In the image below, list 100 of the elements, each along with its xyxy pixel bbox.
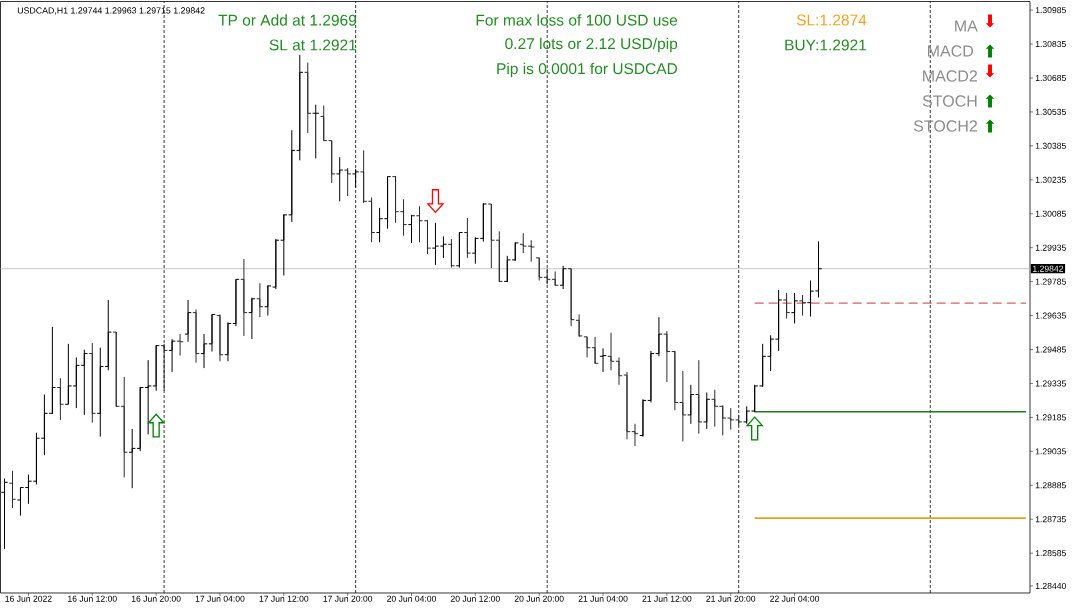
candlestick bbox=[104, 299, 112, 371]
candlestick bbox=[304, 62, 312, 134]
ref-line-label: 1.29842 bbox=[1033, 265, 1064, 272]
candlestick bbox=[447, 238, 456, 269]
candlestick bbox=[224, 321, 232, 362]
candlestick bbox=[599, 347, 607, 373]
y-tick-label: 1.30385 bbox=[1035, 142, 1066, 149]
annotation: ⬆ bbox=[985, 44, 995, 58]
candlestick bbox=[343, 167, 352, 197]
annotation: ⬇ bbox=[985, 14, 995, 28]
annotation: ⬇ bbox=[985, 64, 995, 78]
x-tick-label: 21 Jun 04:00 bbox=[578, 595, 628, 602]
x-tick-label: 20 Jun 12:00 bbox=[450, 595, 500, 602]
annotation: SL:1.2874 bbox=[796, 14, 867, 26]
annotation: For max loss of 100 USD use bbox=[476, 14, 678, 26]
candlestick bbox=[312, 104, 320, 159]
annotation: STOCH2 bbox=[913, 120, 977, 132]
candlestick bbox=[511, 241, 519, 262]
candlestick bbox=[192, 308, 200, 364]
candlestick bbox=[328, 140, 336, 184]
candlestick bbox=[272, 238, 280, 290]
candlestick bbox=[782, 292, 791, 320]
candlestick bbox=[296, 54, 304, 161]
y-tick-label: 1.28440 bbox=[1035, 582, 1066, 590]
x-tick-label: 20 Jun 20:00 bbox=[514, 595, 564, 602]
candlestick bbox=[407, 214, 416, 244]
candlestick bbox=[144, 359, 152, 435]
annotation: ⬆ bbox=[985, 119, 995, 133]
y-tick-label: 1.30235 bbox=[1035, 176, 1066, 183]
y-tick-label: 1.30985 bbox=[1035, 7, 1066, 14]
candlestick bbox=[128, 428, 136, 489]
annotation: ⬆ bbox=[985, 94, 995, 108]
x-tick-label: 17 Jun 04:00 bbox=[195, 595, 245, 602]
x-tick-label: 16 Jun 2022 bbox=[5, 595, 52, 602]
point bbox=[147, 413, 165, 438]
candlestick bbox=[232, 278, 240, 327]
candlestick bbox=[280, 213, 288, 277]
candlestick bbox=[519, 232, 527, 254]
candlestick bbox=[655, 316, 663, 357]
annotation: MACD bbox=[928, 45, 974, 57]
y-tick-label: 1.29035 bbox=[1035, 448, 1066, 455]
candlestick bbox=[790, 292, 799, 324]
x-tick-label: 17 Jun 12:00 bbox=[259, 595, 309, 602]
y-tick-label: 1.28735 bbox=[1035, 516, 1066, 523]
candlestick bbox=[663, 330, 671, 383]
candlestick bbox=[176, 333, 184, 357]
candlestick bbox=[631, 423, 639, 447]
candlestick bbox=[687, 384, 695, 425]
y-tick-label: 1.29335 bbox=[1035, 380, 1066, 387]
candlestick bbox=[168, 338, 176, 373]
annotation: STOCH bbox=[922, 95, 977, 107]
candlestick bbox=[647, 350, 655, 403]
candlestick bbox=[591, 336, 599, 365]
annotation: BUY:1.2921 bbox=[785, 39, 867, 51]
x-tick-label: 16 Jun 12:00 bbox=[68, 595, 117, 602]
candlestick bbox=[463, 217, 472, 259]
annotation: Pip is 0.0001 for USDCAD bbox=[497, 62, 678, 78]
candlestick bbox=[256, 282, 264, 318]
annotation: TP or Add at 1.2969 bbox=[218, 14, 357, 26]
candlestick bbox=[639, 398, 647, 438]
candlestick bbox=[607, 332, 615, 371]
candlestick bbox=[695, 359, 703, 435]
candlestick bbox=[152, 344, 160, 392]
candlestick bbox=[216, 313, 224, 362]
annotation: MA bbox=[955, 20, 978, 32]
candlestick bbox=[503, 255, 511, 283]
y-tick-label: 1.29635 bbox=[1035, 312, 1066, 319]
candlestick bbox=[535, 257, 543, 281]
x-tick-label: 22 Jun 04:00 bbox=[770, 595, 820, 602]
annotation: MACD2 bbox=[923, 70, 977, 82]
candlestick bbox=[719, 404, 727, 436]
x-tick-label: 21 Jun 12:00 bbox=[642, 595, 692, 602]
candlestick bbox=[320, 105, 328, 142]
y-tick-label: 1.29185 bbox=[1035, 414, 1066, 421]
candlestick bbox=[727, 407, 735, 431]
candlestick bbox=[623, 371, 631, 440]
candlestick bbox=[200, 333, 208, 369]
candlestick bbox=[56, 377, 65, 421]
y-tick-label: 1.30085 bbox=[1035, 210, 1066, 217]
x-tick-label: 16 Jun 20:00 bbox=[131, 595, 181, 602]
candlestick bbox=[112, 331, 120, 408]
annotation: SL at 1.2921 bbox=[269, 39, 357, 51]
y-tick-label: 1.28885 bbox=[1035, 482, 1066, 489]
candlestick bbox=[120, 376, 128, 478]
y-tick-label: 1.29485 bbox=[1035, 346, 1066, 353]
candlestick bbox=[336, 156, 344, 202]
candlestick bbox=[455, 232, 464, 269]
text: USDCAD,H1 1.29744 1.29963 1.29715 1.29842 bbox=[17, 7, 205, 15]
candlestick bbox=[671, 350, 679, 411]
candlestick bbox=[96, 347, 104, 438]
candlestick bbox=[208, 313, 216, 353]
candlestick bbox=[240, 258, 248, 337]
candlestick bbox=[711, 389, 719, 428]
candlestick bbox=[248, 297, 256, 340]
x-tick-label: 20 Jun 04:00 bbox=[387, 595, 437, 602]
y-tick-label: 1.30685 bbox=[1035, 74, 1066, 82]
candlestick bbox=[559, 265, 567, 290]
candlestick bbox=[8, 470, 17, 509]
candlestick bbox=[136, 386, 144, 452]
y-tick-label: 1.29935 bbox=[1035, 244, 1066, 251]
